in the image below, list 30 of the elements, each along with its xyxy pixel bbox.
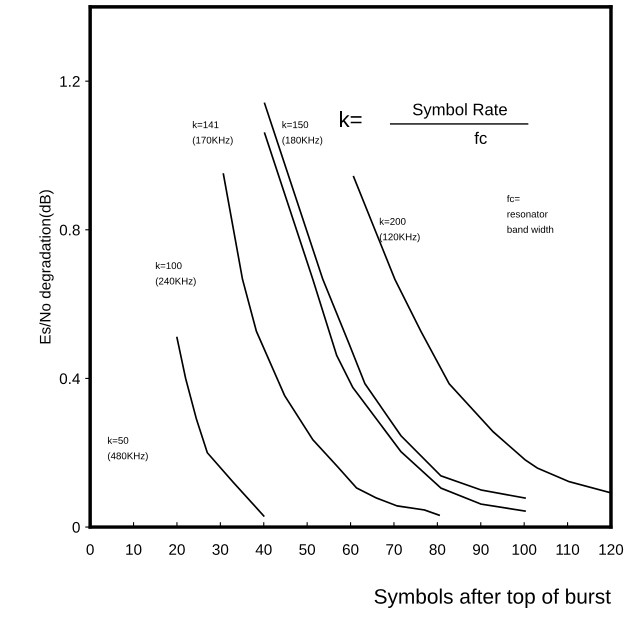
y-tick-label: 1.2	[60, 76, 80, 87]
x-axis-title: Symbols after top of burst	[374, 588, 611, 608]
y-tick-label: 0.8	[60, 224, 80, 236]
annotation: k=150 (180KHz)	[282, 121, 322, 146]
x-tick-label: 40	[256, 544, 272, 555]
y-tick-label: 0.4	[60, 373, 80, 384]
annotation: k=100 (240KHz)	[156, 262, 196, 286]
annotation: fc= resonator band width	[506, 195, 554, 233]
annotation: k=50 (480KHz)	[108, 436, 148, 462]
x-tick-label: 50	[299, 544, 316, 555]
annotation: fc	[474, 132, 487, 144]
y-tick-label: 0	[72, 522, 80, 533]
x-tick-label: 0	[86, 544, 94, 555]
annotation: Symbol Rate	[412, 103, 507, 119]
x-tick-label: 80	[430, 544, 446, 555]
x-tick-label: 100	[512, 544, 536, 555]
x-tick-label: 110	[556, 544, 580, 555]
line-series	[222, 173, 440, 516]
y-axis-title: Es/No degradation(dB)	[39, 190, 54, 344]
x-tick-label: 90	[472, 544, 489, 555]
annotation: k=	[340, 110, 362, 128]
annotation: k=200 (120KHz)	[380, 218, 420, 242]
x-tick-label: 70	[386, 544, 402, 555]
annotation: k=141 (170KHz)	[192, 121, 233, 146]
line-series	[176, 336, 265, 517]
x-tick-label: 10	[126, 544, 142, 555]
x-tick-label: 60	[342, 544, 358, 555]
x-tick-label: 120	[599, 544, 624, 555]
x-tick-label: 20	[169, 544, 185, 555]
x-tick-label: 30	[212, 544, 228, 555]
